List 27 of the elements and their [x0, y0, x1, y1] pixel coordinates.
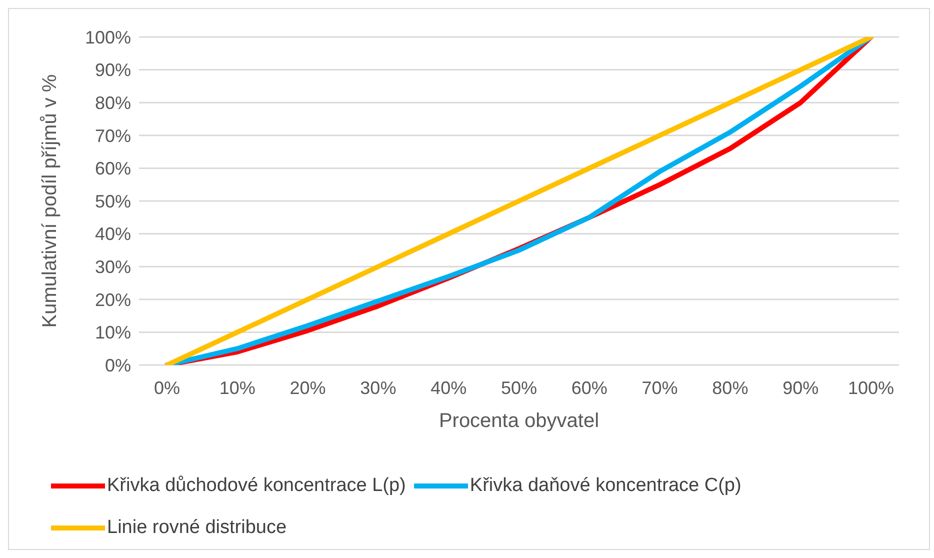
x-tick-label: 60% [571, 378, 608, 398]
y-tick-label: 80% [94, 92, 131, 113]
x-tick-label: 70% [642, 378, 678, 398]
x-tick-label: 10% [219, 378, 256, 398]
x-tick-label: 40% [430, 378, 467, 398]
y-tick-label: 90% [94, 60, 131, 80]
x-tick-label: 30% [360, 378, 396, 398]
y-axis-title: Kumulativní podíl příjmů v % [39, 74, 62, 328]
x-tick-label: 0% [154, 378, 180, 398]
y-tick-label: 100% [84, 27, 131, 48]
legend-label: Křivka důchodové koncentrace L(p) [107, 475, 406, 497]
legend-label: Linie rovné distribuce [107, 517, 287, 539]
y-tick-label: 40% [94, 224, 131, 244]
legend-label: Křivka daňové koncentrace C(p) [470, 475, 742, 497]
y-tick-label: 60% [94, 158, 131, 179]
x-tick-label: 50% [500, 378, 538, 398]
x-tick-label: 90% [782, 378, 819, 398]
y-tick-label: 50% [94, 191, 131, 212]
x-tick-label: 80% [712, 378, 748, 398]
y-tick-label: 10% [94, 322, 131, 343]
x-axis-title: Procenta obyvatel [438, 410, 600, 432]
y-tick-label: 0% [104, 355, 131, 376]
y-tick-label: 70% [94, 126, 131, 146]
y-tick-label: 20% [94, 290, 131, 310]
x-tick-label: 100% [848, 378, 894, 398]
x-tick-label: 20% [290, 378, 326, 398]
y-tick-label: 30% [94, 256, 131, 277]
